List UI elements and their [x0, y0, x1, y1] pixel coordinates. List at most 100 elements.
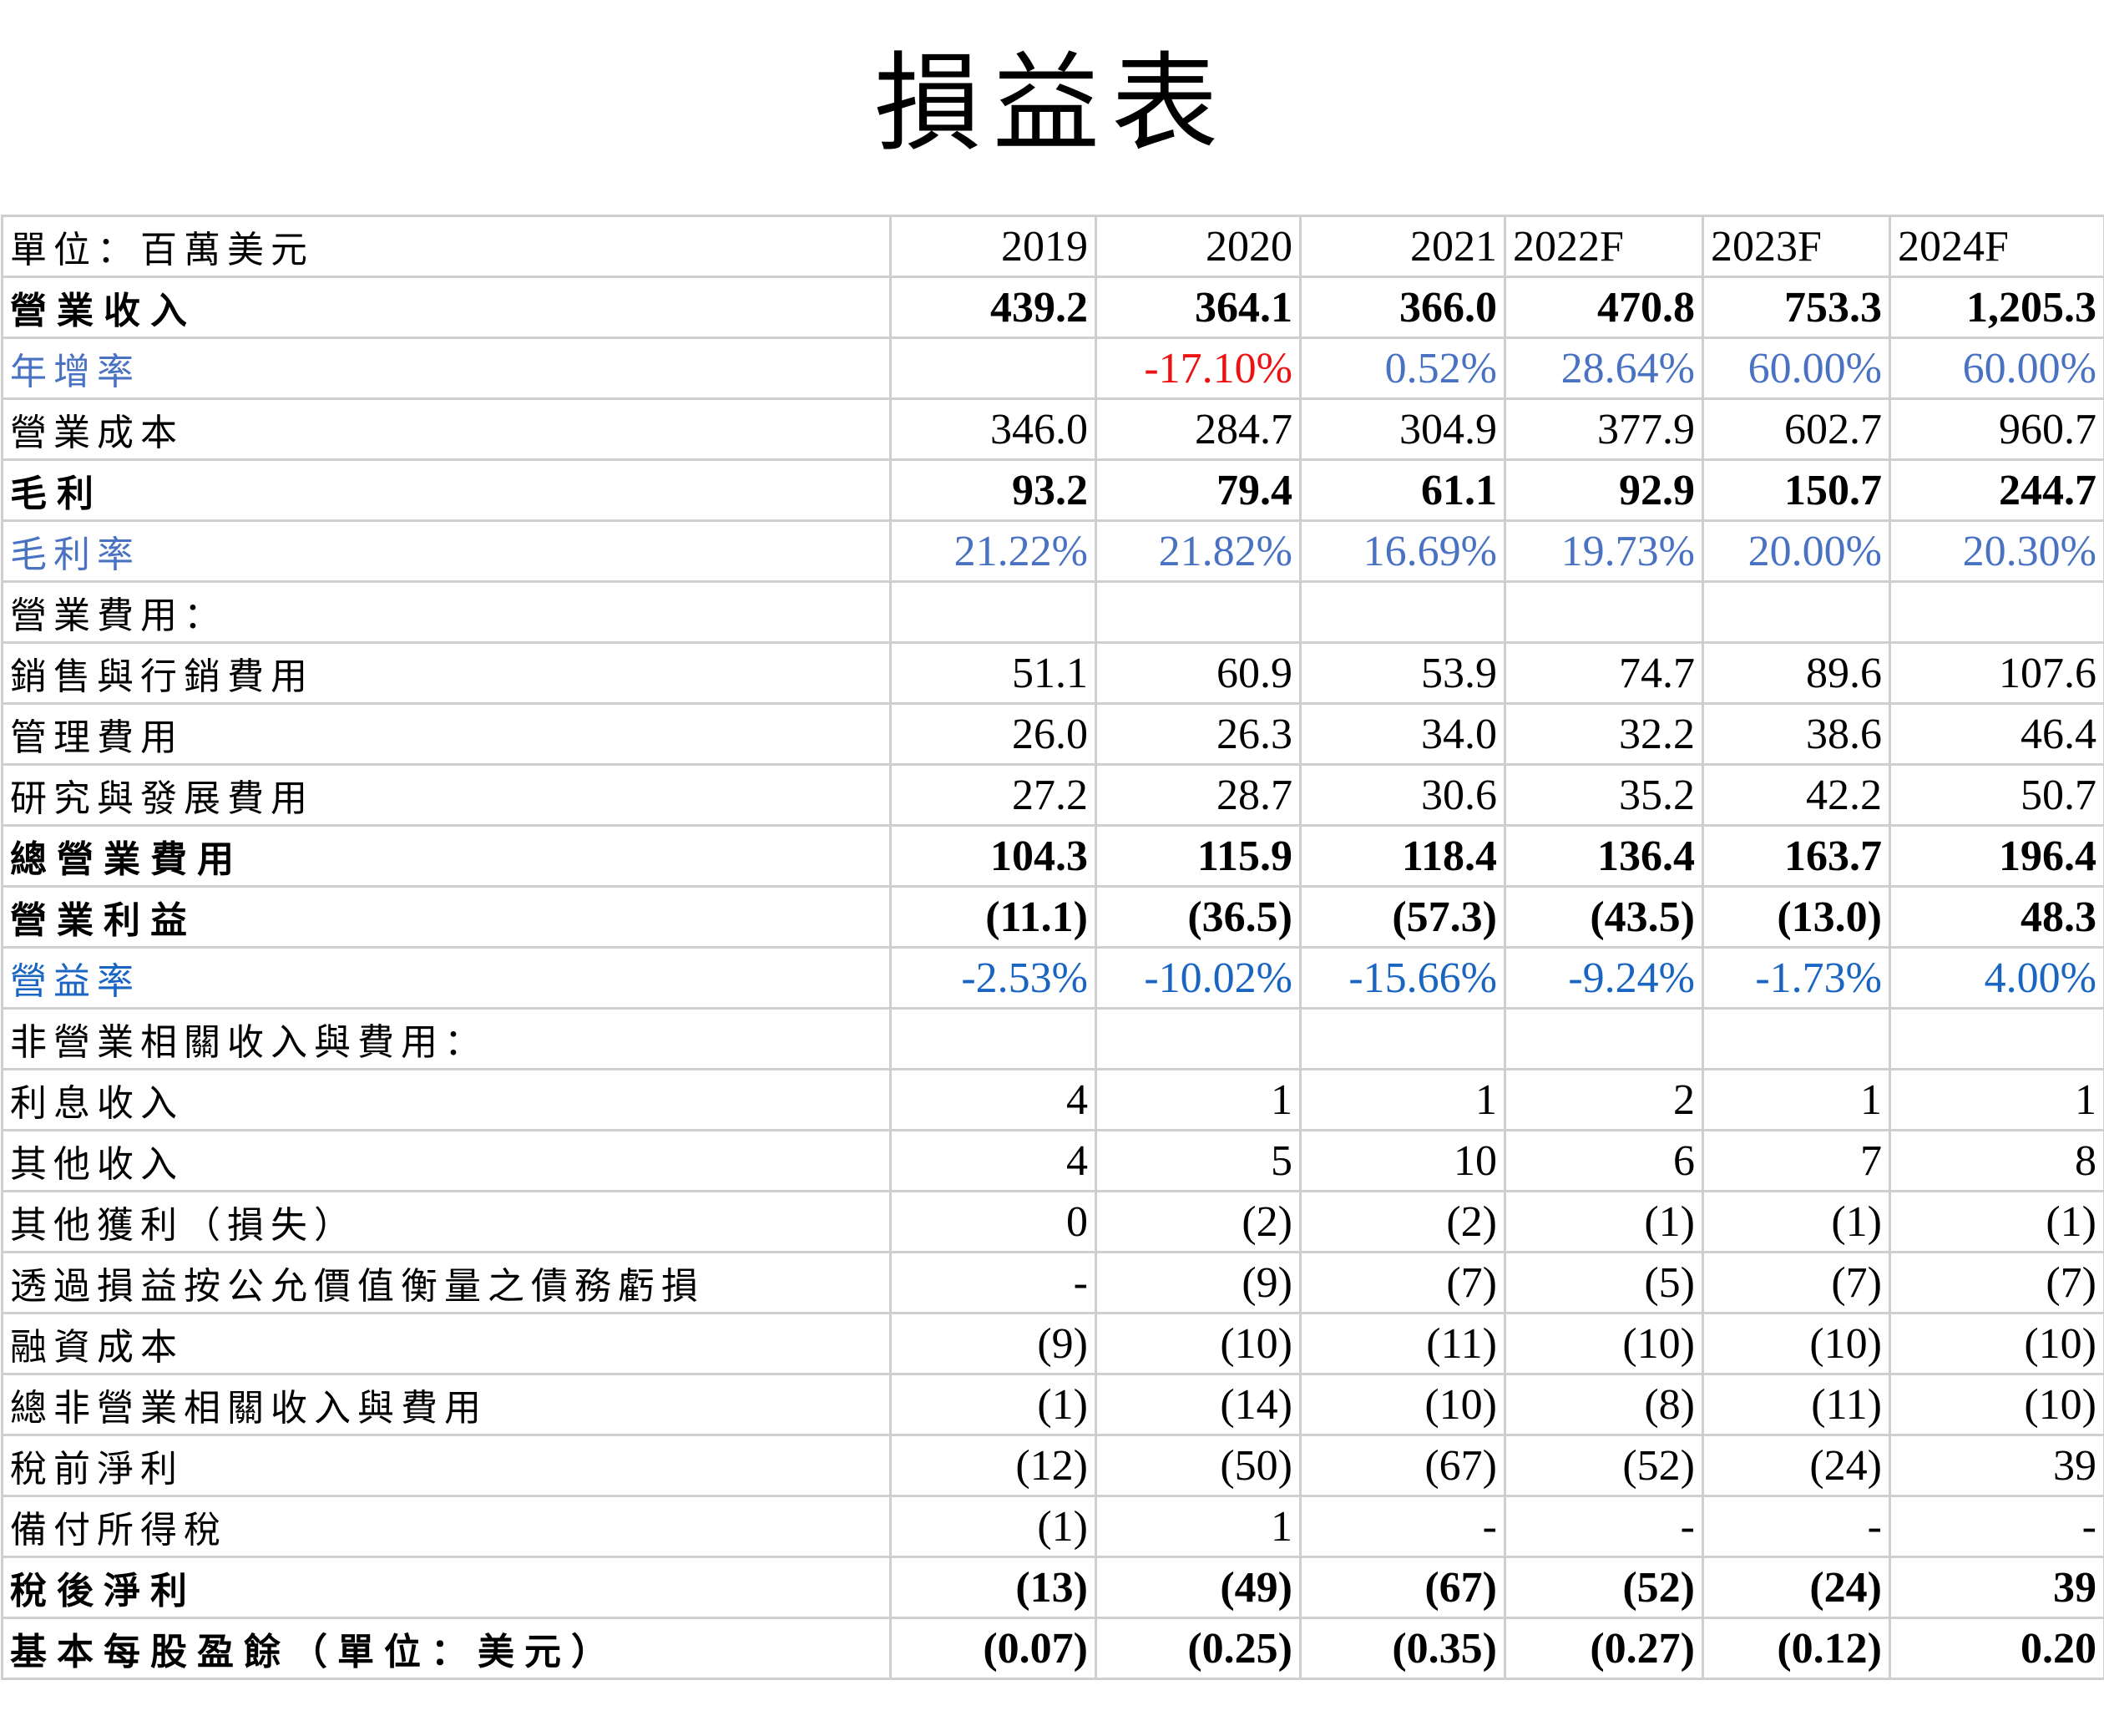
row-label: 總營業費用	[1, 824, 892, 888]
table-cell: (13)	[889, 1556, 1097, 1619]
table-cell: (1)	[889, 1495, 1097, 1558]
table-cell: 26.3	[1095, 702, 1302, 766]
table-cell: 48.3	[1889, 885, 2104, 949]
table-cell: 89.6	[1702, 641, 1891, 705]
table-cell: 2	[1504, 1068, 1704, 1131]
table-row: 融資成本 (9) (10) (11) (10) (10) (10)	[1, 1312, 2104, 1375]
table-cell: 0.20	[1889, 1617, 2104, 1680]
table-cell: (10)	[1504, 1312, 1704, 1375]
table-cell: (10)	[1702, 1312, 1891, 1375]
table-cell: (10)	[1299, 1373, 1506, 1436]
row-label: 營業收入	[1, 276, 892, 339]
table-row: 非營業相關收入與費用：	[1, 1007, 2104, 1070]
table-cell: -1.73%	[1702, 946, 1891, 1010]
table-cell: (52)	[1504, 1556, 1704, 1619]
table-cell: (67)	[1299, 1434, 1506, 1497]
table-cell: (12)	[889, 1434, 1097, 1497]
row-label: 非營業相關收入與費用：	[1, 1007, 892, 1070]
table-row: 透過損益按公允價值衡量之債務虧損 - (9) (7) (5) (7) (7)	[1, 1251, 2104, 1314]
table-cell: (57.3)	[1299, 885, 1506, 949]
table-cell: -15.66%	[1299, 946, 1506, 1010]
table-cell: 6	[1504, 1129, 1704, 1192]
row-label: 稅前淨利	[1, 1434, 892, 1497]
table-cell: (9)	[889, 1312, 1097, 1375]
table-cell: (1)	[1504, 1190, 1704, 1253]
table-cell: 4.00%	[1889, 946, 2104, 1010]
table-row: 稅前淨利 (12) (50) (67) (52) (24) 39	[1, 1434, 2104, 1497]
row-label: 基本每股盈餘（單位：美元）	[1, 1617, 892, 1680]
table-cell: 0.52%	[1299, 337, 1506, 400]
table-cell: -	[1299, 1495, 1506, 1558]
table-cell: 104.3	[889, 824, 1097, 888]
table-cell: 1	[1702, 1068, 1891, 1131]
table-cell: 107.6	[1889, 641, 2104, 705]
table-cell: 4	[889, 1068, 1097, 1131]
year-header: 2024F	[1889, 215, 2104, 278]
table-row: 年增率 -17.10% 0.52% 28.64% 60.00% 60.00%	[1, 337, 2104, 400]
table-cell: 602.7	[1702, 397, 1891, 461]
row-label: 備付所得稅	[1, 1495, 892, 1558]
table-cell: (43.5)	[1504, 885, 1704, 949]
table-row: 毛利率 21.22% 21.82% 16.69% 19.73% 20.00% 20.30%	[1, 519, 2104, 583]
table-row: 利息收入 4 1 1 2 1 1	[1, 1068, 2104, 1131]
table-cell: (7)	[1299, 1251, 1506, 1314]
table-cell: 1,205.3	[1889, 276, 2104, 339]
table-cell: 304.9	[1299, 397, 1506, 461]
table-row: 基本每股盈餘（單位：美元） (0.07) (0.25) (0.35) (0.27) (0.…	[1, 1617, 2104, 1680]
row-label: 利息收入	[1, 1068, 892, 1131]
table-cell: 93.2	[889, 458, 1097, 522]
table-cell: 366.0	[1299, 276, 1506, 339]
year-header: 2020	[1095, 215, 1302, 278]
table-cell: (14)	[1095, 1373, 1302, 1436]
table-cell: -	[1702, 1495, 1891, 1558]
table-cell: 150.7	[1702, 458, 1891, 522]
income-statement-table: 單位：百萬美元 2019 2020 2021 2022F 2023F 2024F…	[1, 215, 2104, 1680]
table-cell: 79.4	[1095, 458, 1302, 522]
table-cell: 39	[1889, 1556, 2104, 1619]
page-title: 損益表	[873, 42, 1230, 166]
table-cell	[1095, 580, 1302, 644]
table-cell: (2)	[1299, 1190, 1506, 1253]
table-row: 研究與發展費用 27.2 28.7 30.6 35.2 42.2 50.7	[1, 763, 2104, 827]
table-cell: 10	[1299, 1129, 1506, 1192]
row-label: 營業利益	[1, 885, 892, 949]
table-cell: (1)	[1889, 1190, 2104, 1253]
table-cell: (49)	[1095, 1556, 1302, 1619]
table-cell: (24)	[1702, 1556, 1891, 1619]
table-row: 其他獲利（損失） 0 (2) (2) (1) (1) (1)	[1, 1190, 2104, 1253]
table-row: 稅後淨利 (13) (49) (67) (52) (24) 39	[1, 1556, 2104, 1619]
table-cell: 32.2	[1504, 702, 1704, 766]
row-label: 研究與發展費用	[1, 763, 892, 827]
table-cell	[1504, 1007, 1704, 1070]
table-cell: 4	[889, 1129, 1097, 1192]
table-cell: 51.1	[889, 641, 1097, 705]
table-cell: 244.7	[1889, 458, 2104, 522]
table-row: 銷售與行銷費用 51.1 60.9 53.9 74.7 89.6 107.6	[1, 641, 2104, 705]
table-cell: 470.8	[1504, 276, 1704, 339]
row-label: 其他獲利（損失）	[1, 1190, 892, 1253]
table-row: 管理費用 26.0 26.3 34.0 32.2 38.6 46.4	[1, 702, 2104, 766]
table-cell: (36.5)	[1095, 885, 1302, 949]
table-cell: (67)	[1299, 1556, 1506, 1619]
table-cell: -	[1889, 1495, 2104, 1558]
table-cell: 61.1	[1299, 458, 1506, 522]
table-cell: 1	[1889, 1068, 2104, 1131]
table-cell: 21.22%	[889, 519, 1097, 583]
table-cell: (11)	[1702, 1373, 1891, 1436]
year-header: 2021	[1299, 215, 1506, 278]
table-cell: 74.7	[1504, 641, 1704, 705]
table-cell: 136.4	[1504, 824, 1704, 888]
table-cell: 196.4	[1889, 824, 2104, 888]
row-label: 營業費用：	[1, 580, 892, 644]
table-cell: 60.9	[1095, 641, 1302, 705]
table-cell: 8	[1889, 1129, 2104, 1192]
table-cell: (0.27)	[1504, 1617, 1704, 1680]
table-cell: (10)	[1889, 1373, 2104, 1436]
table-cell	[1889, 1007, 2104, 1070]
row-label: 稅後淨利	[1, 1556, 892, 1619]
row-label: 管理費用	[1, 702, 892, 766]
table-cell: (52)	[1504, 1434, 1704, 1497]
table-row: 營業成本 346.0 284.7 304.9 377.9 602.7 960.7	[1, 397, 2104, 461]
table-row: 備付所得稅 (1) 1- - - -	[1, 1495, 2104, 1558]
year-header: 2022F	[1504, 215, 1704, 278]
